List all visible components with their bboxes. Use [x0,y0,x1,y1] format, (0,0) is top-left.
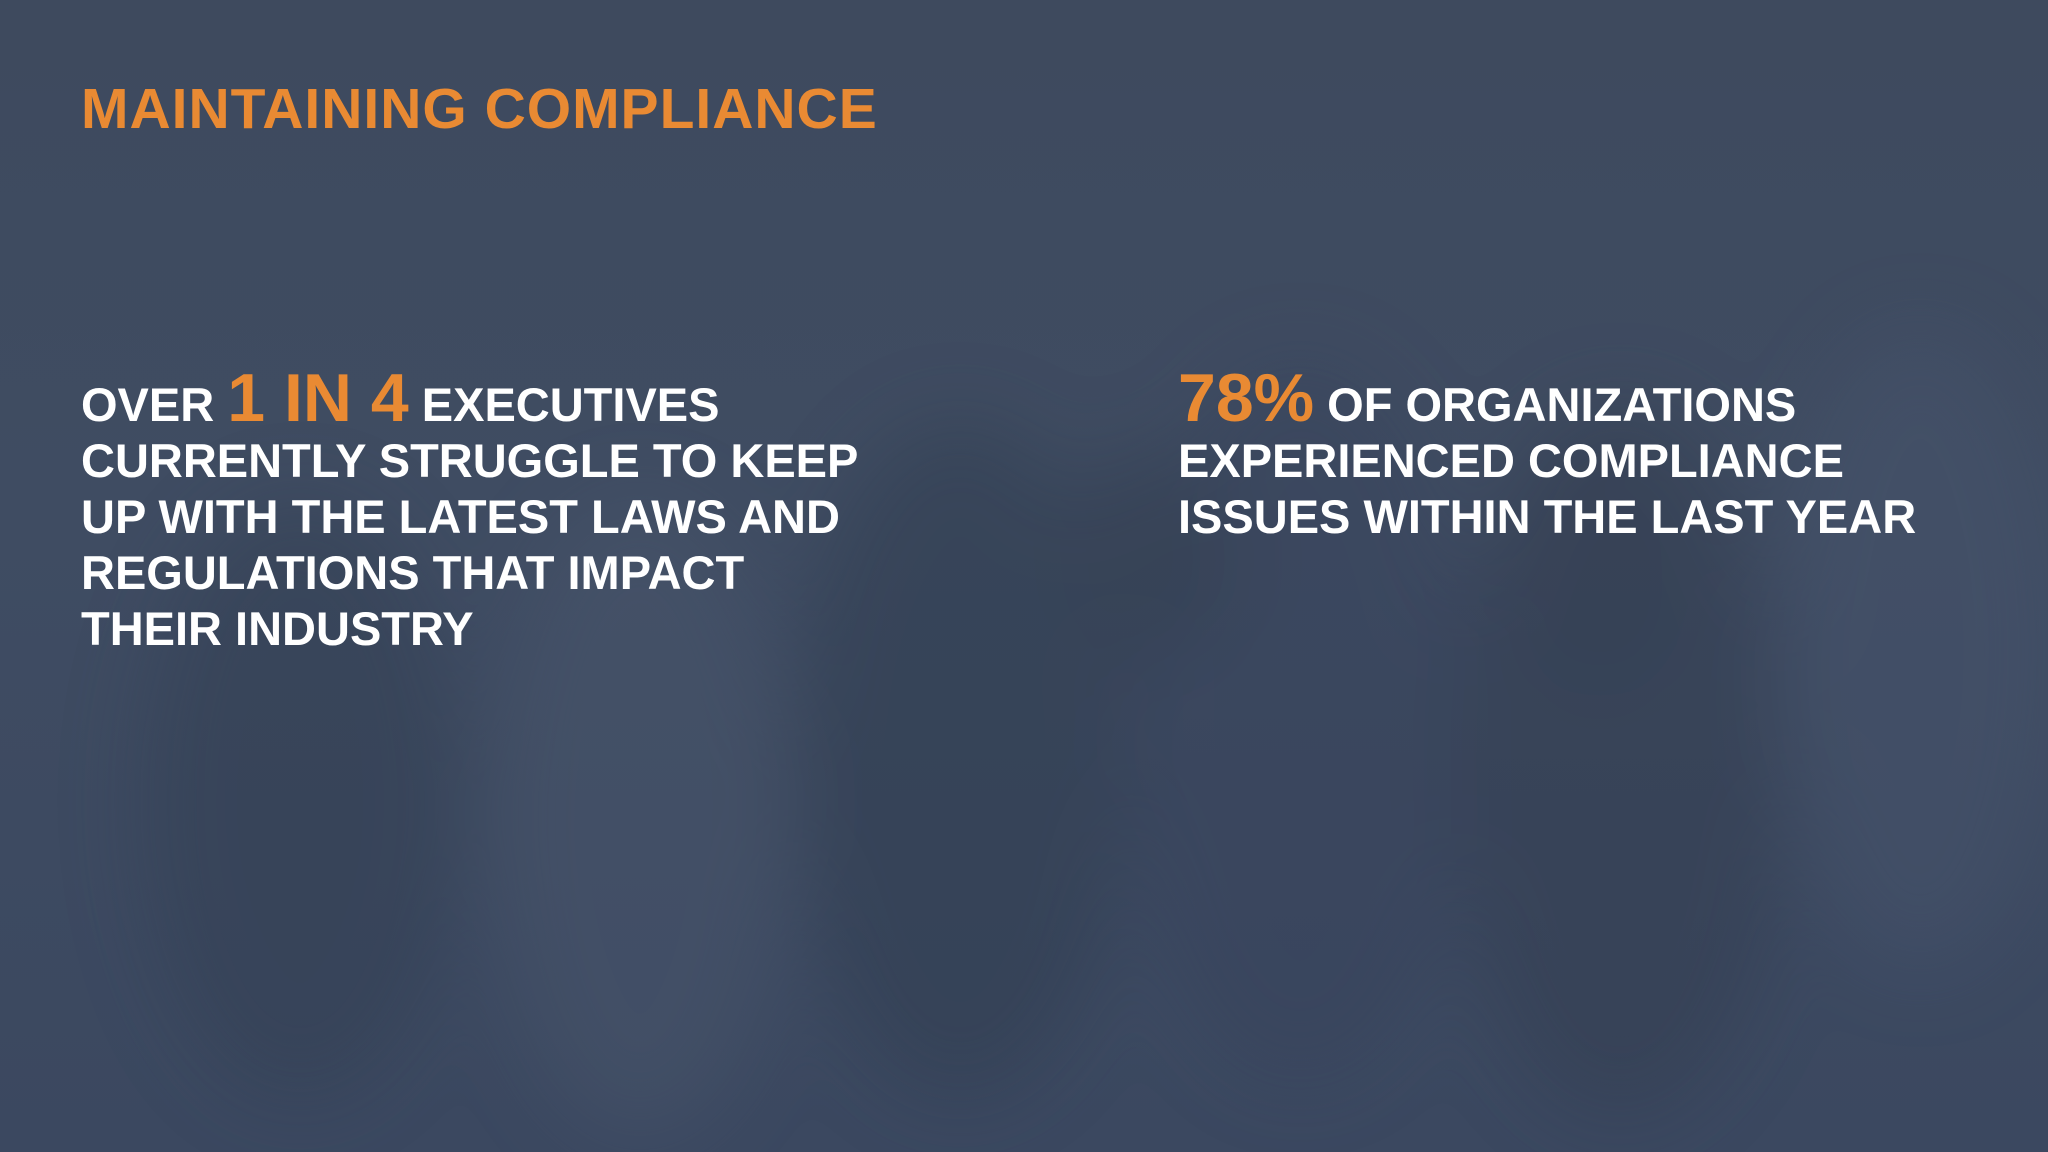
stat-line: REGULATIONS THAT IMPACT [81,546,745,599]
stat-line: CURRENTLY STRUGGLE TO KEEP [81,434,859,487]
stat-block: 78% OF ORGANIZATIONS EXPERIENCED COMPLIA… [1178,364,1917,545]
stat-line: ISSUES WITHIN THE LAST YEAR [1178,490,1917,543]
slide-title: MAINTAINING COMPLIANCE [81,77,878,141]
stat-figure: 78% [1178,360,1315,436]
stat-figure: 1 IN 4 [227,360,409,436]
stat-block: OVER 1 IN 4 EXECUTIVES CURRENTLY STRUGGL… [81,364,859,657]
stat-line: THEIR INDUSTRY [81,602,474,655]
first-line: 78% OF ORGANIZATIONS [1178,364,1916,433]
stat-line: UP WITH THE LATEST LAWS AND [81,490,840,543]
stat-line: OF ORGANIZATIONS [1327,378,1797,431]
stat-line: EXPERIENCED COMPLIANCE [1178,434,1844,487]
stat-line: EXECUTIVES [421,378,720,431]
first-line: OVER 1 IN 4 EXECUTIVES [81,364,858,433]
stat-prefix: OVER [81,378,215,431]
